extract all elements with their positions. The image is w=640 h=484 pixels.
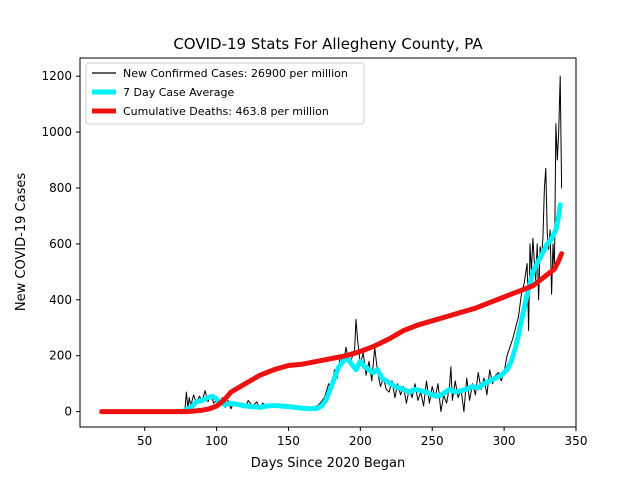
- x-tick-label: 250: [421, 434, 444, 448]
- x-tick-label: 150: [277, 434, 300, 448]
- x-tick-label: 200: [349, 434, 372, 448]
- y-tick-label: 800: [49, 181, 72, 195]
- x-tick-label: 300: [493, 434, 516, 448]
- y-tick-label: 0: [64, 405, 72, 419]
- chart-title: COVID-19 Stats For Allegheny County, PA: [173, 35, 483, 53]
- y-tick-label: 600: [49, 237, 72, 251]
- x-tick-label: 350: [565, 434, 588, 448]
- x-axis-label: Days Since 2020 Began: [251, 456, 406, 471]
- legend-label-cumulative-deaths: Cumulative Deaths: 463.8 per million: [123, 105, 329, 118]
- plot-frame: [79, 57, 577, 428]
- y-tick-label: 1000: [41, 125, 72, 139]
- series-line-1: [182, 202, 563, 413]
- y-axis-label: New COVID-19 Cases: [14, 173, 29, 311]
- legend: New Confirmed Cases: 26900 per million 7…: [85, 62, 365, 125]
- series-layer: [99, 75, 565, 415]
- y-axis-ticks: 0 200 400 600 800 1000 1200: [41, 69, 80, 419]
- y-tick-label: 400: [49, 293, 72, 307]
- x-tick-label: 50: [137, 434, 152, 448]
- x-tick-label: 100: [205, 434, 228, 448]
- series-line-2: [99, 251, 565, 415]
- legend-frame: [85, 62, 365, 125]
- x-axis-ticks: 50 100 150 200 250 300 350: [137, 427, 587, 448]
- y-tick-label: 200: [49, 349, 72, 363]
- y-tick-label: 1200: [41, 69, 72, 83]
- legend-label-new-cases: New Confirmed Cases: 26900 per million: [123, 67, 348, 80]
- legend-label-7-day-average: 7 Day Case Average: [123, 86, 235, 99]
